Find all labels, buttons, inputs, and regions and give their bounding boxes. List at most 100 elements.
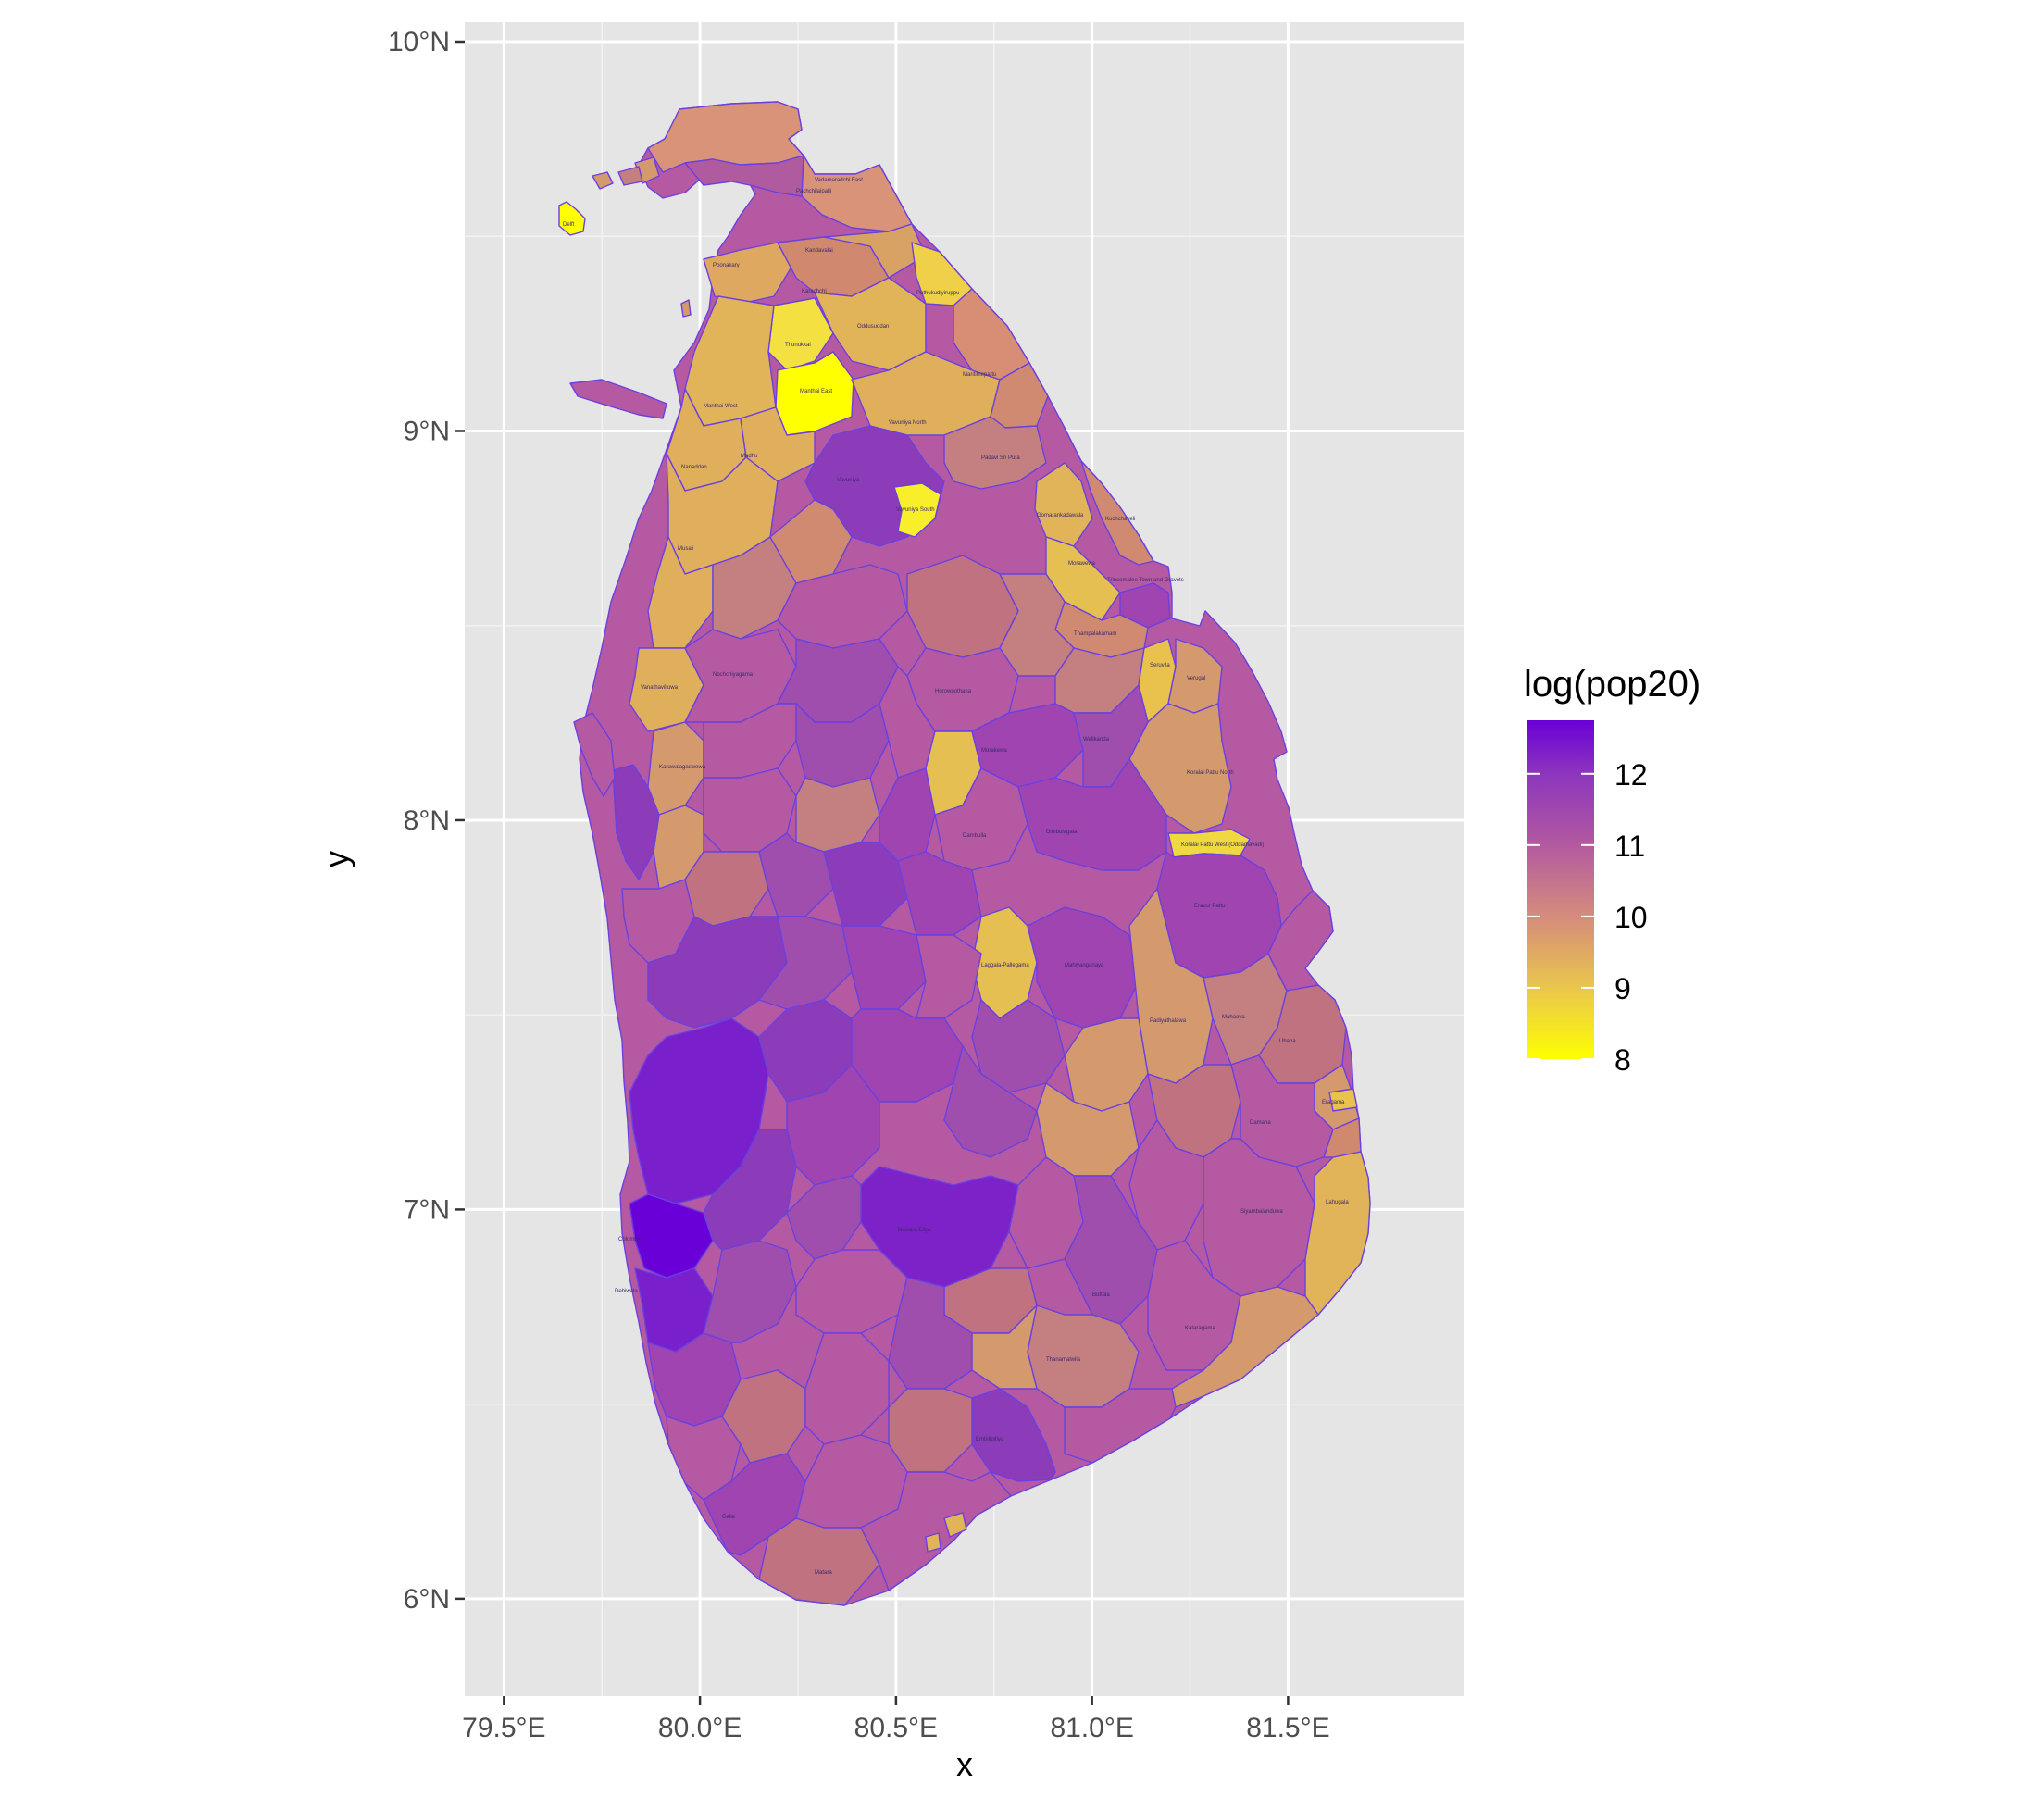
x-tick-label: 80.5°E bbox=[854, 1713, 938, 1743]
region-medawachchiya bbox=[777, 564, 908, 649]
region-dickwella bbox=[860, 1471, 1012, 1591]
region-pungudutivu bbox=[617, 166, 643, 186]
x-tick-label: 81.5°E bbox=[1246, 1713, 1329, 1743]
label-laggala-pallegama: Laggala-Pallegama bbox=[981, 963, 1029, 968]
legend-title: log(pop20) bbox=[1524, 664, 1701, 705]
region-pottuvil bbox=[1323, 1117, 1362, 1158]
region-ukuwela bbox=[916, 934, 982, 1019]
label-nanaddan: Nanaddan bbox=[681, 465, 707, 470]
y-tick-label: 10°N bbox=[388, 27, 450, 57]
label-nuwara-eliya: Nuwara Eliya bbox=[898, 1228, 931, 1233]
region-labels: Delft Vadamaradchi East Pachchilaipalli … bbox=[563, 178, 1349, 1576]
region-minipe bbox=[971, 999, 1066, 1093]
label-trincomalee: Trincomalee Town and Gravets bbox=[1107, 578, 1184, 583]
label-morakewa: Morakewa bbox=[981, 748, 1007, 754]
label-manthai-east: Manthai East bbox=[800, 389, 832, 394]
label-seruvila: Seruvila bbox=[1150, 663, 1170, 668]
label-koralai-pattu-north: Koralai Pattu North bbox=[1187, 770, 1234, 776]
region-medagama bbox=[1128, 1119, 1204, 1251]
label-padavi-sri-pura: Padavi Sri Pura bbox=[981, 455, 1020, 461]
label-embilipitiya: Embilipitiya bbox=[976, 1437, 1004, 1442]
x-tick-label: 81.0°E bbox=[1050, 1713, 1133, 1743]
region-kalpitiya-islands bbox=[573, 712, 616, 797]
y-tick-label: 8°N bbox=[404, 805, 450, 836]
region-colombo bbox=[629, 1193, 714, 1279]
region-embilipitiya bbox=[971, 1388, 1056, 1482]
label-vanathavilluwa: Vanathavilluwa bbox=[641, 685, 679, 691]
label-siyambalanduwa: Siyambalanduwa bbox=[1240, 1209, 1283, 1215]
legend-tick-label: 10 bbox=[1614, 901, 1648, 934]
region-thirappane bbox=[795, 703, 890, 788]
island-map bbox=[579, 101, 1371, 1606]
label-vavuniya: Vavuniya bbox=[837, 478, 860, 483]
region-iranativu bbox=[680, 299, 692, 318]
label-lahugala: Lahugala bbox=[1326, 1200, 1349, 1205]
legend-colorbar bbox=[1527, 720, 1594, 1059]
label-vavuniya-south: Vavuniya South bbox=[896, 507, 935, 513]
label-nochchiyagama: Nochchiyagama bbox=[713, 672, 754, 678]
legend-ticks: 8 9 10 11 12 bbox=[1527, 758, 1648, 1077]
x-axis-title: x bbox=[956, 1745, 973, 1783]
label-padiyathalawa: Padiyathalawa bbox=[1150, 1018, 1187, 1024]
label-thunukkai: Thunukkai bbox=[785, 343, 811, 348]
x-tick-label: 80.0°E bbox=[658, 1713, 742, 1743]
label-morawewa: Morawewa bbox=[1068, 561, 1096, 567]
label-musali: Musali bbox=[678, 546, 693, 552]
region-vavuniya-south bbox=[893, 482, 941, 538]
legend-tick-label: 11 bbox=[1614, 830, 1645, 863]
region-avissawella bbox=[786, 1064, 880, 1186]
label-mahaoya: Mahaoya bbox=[1222, 1015, 1245, 1020]
label-dehiwala: Dehiwala bbox=[615, 1289, 638, 1294]
label-mahiyanganaya: Mahiyanganaya bbox=[1065, 963, 1104, 968]
label-gomarankadawala: Gomarankadawala bbox=[1037, 513, 1084, 518]
region-opanayake bbox=[971, 1304, 1038, 1390]
label-buttala: Buttala bbox=[1092, 1292, 1110, 1298]
y-tick-label: 6°N bbox=[404, 1584, 450, 1615]
y-axis: 6°N 7°N 8°N 9°N 10°N bbox=[388, 27, 465, 1615]
label-colombo: Colombo bbox=[618, 1237, 642, 1242]
label-kandavalai: Kandavalai bbox=[805, 248, 833, 254]
region-valikamam bbox=[684, 155, 804, 197]
label-thanamalwila: Thanamalwila bbox=[1046, 1357, 1081, 1363]
y-tick-label: 9°N bbox=[404, 416, 450, 446]
region-gomarankadawala bbox=[1034, 462, 1093, 547]
label-kataragama: Kataragama bbox=[1185, 1326, 1215, 1331]
region-thanthirimale bbox=[703, 703, 797, 779]
region-pathahewaheta bbox=[943, 1045, 1038, 1158]
region-eragama bbox=[1328, 1088, 1358, 1112]
region-hambantota bbox=[1064, 1388, 1177, 1464]
label-damana: Damana bbox=[1250, 1120, 1271, 1126]
region-horana bbox=[703, 1240, 797, 1343]
label-horowpothana: Horowpothana bbox=[935, 689, 972, 694]
label-eravur-pattu: Eravur Pattu bbox=[1194, 904, 1225, 909]
label-verugal: Verugal bbox=[1187, 676, 1205, 681]
region-tangalle-east bbox=[943, 1512, 967, 1538]
region-analaitivu bbox=[592, 171, 614, 190]
y-axis-title: y bbox=[318, 851, 355, 867]
label-madhu: Madhu bbox=[741, 454, 757, 459]
label-uhana: Uhana bbox=[1279, 1039, 1296, 1044]
label-maritimepattu: Maritimepattu bbox=[963, 372, 996, 378]
region-padavi-sri-pura bbox=[943, 416, 1047, 490]
region-delft bbox=[558, 201, 586, 236]
label-karachchi: Karachchi bbox=[802, 289, 827, 294]
region-karuwalagaswewa bbox=[647, 721, 704, 816]
label-manthai-west: Manthai West bbox=[704, 404, 738, 409]
label-vadamaradchi-east: Vadamaradchi East bbox=[815, 178, 863, 183]
label-puthukudiyiruppu: Puthukudiyiruppu bbox=[916, 291, 959, 296]
legend-tick-label: 12 bbox=[1614, 758, 1648, 792]
offshore-islands bbox=[558, 166, 692, 797]
label-dambulla: Dambulla bbox=[963, 833, 987, 839]
label-kuchchaveli: Kuchchaveli bbox=[1105, 517, 1135, 522]
label-thampalakamam: Thampalakamam bbox=[1074, 631, 1116, 637]
label-delft: Delft bbox=[563, 222, 575, 228]
label-welikanda: Welikanda bbox=[1083, 737, 1110, 743]
region-kuchchaveli bbox=[1080, 460, 1154, 566]
region-devinuwara bbox=[925, 1532, 941, 1553]
label-karuwalagaswewa: Karuwalagaswewa bbox=[659, 765, 706, 770]
label-poonakary: Poonakary bbox=[713, 263, 740, 268]
label-galle: Galle bbox=[722, 1515, 736, 1520]
x-axis: 79.5°E 80.0°E 80.5°E 81.0°E 81.5°E bbox=[462, 1696, 1330, 1743]
